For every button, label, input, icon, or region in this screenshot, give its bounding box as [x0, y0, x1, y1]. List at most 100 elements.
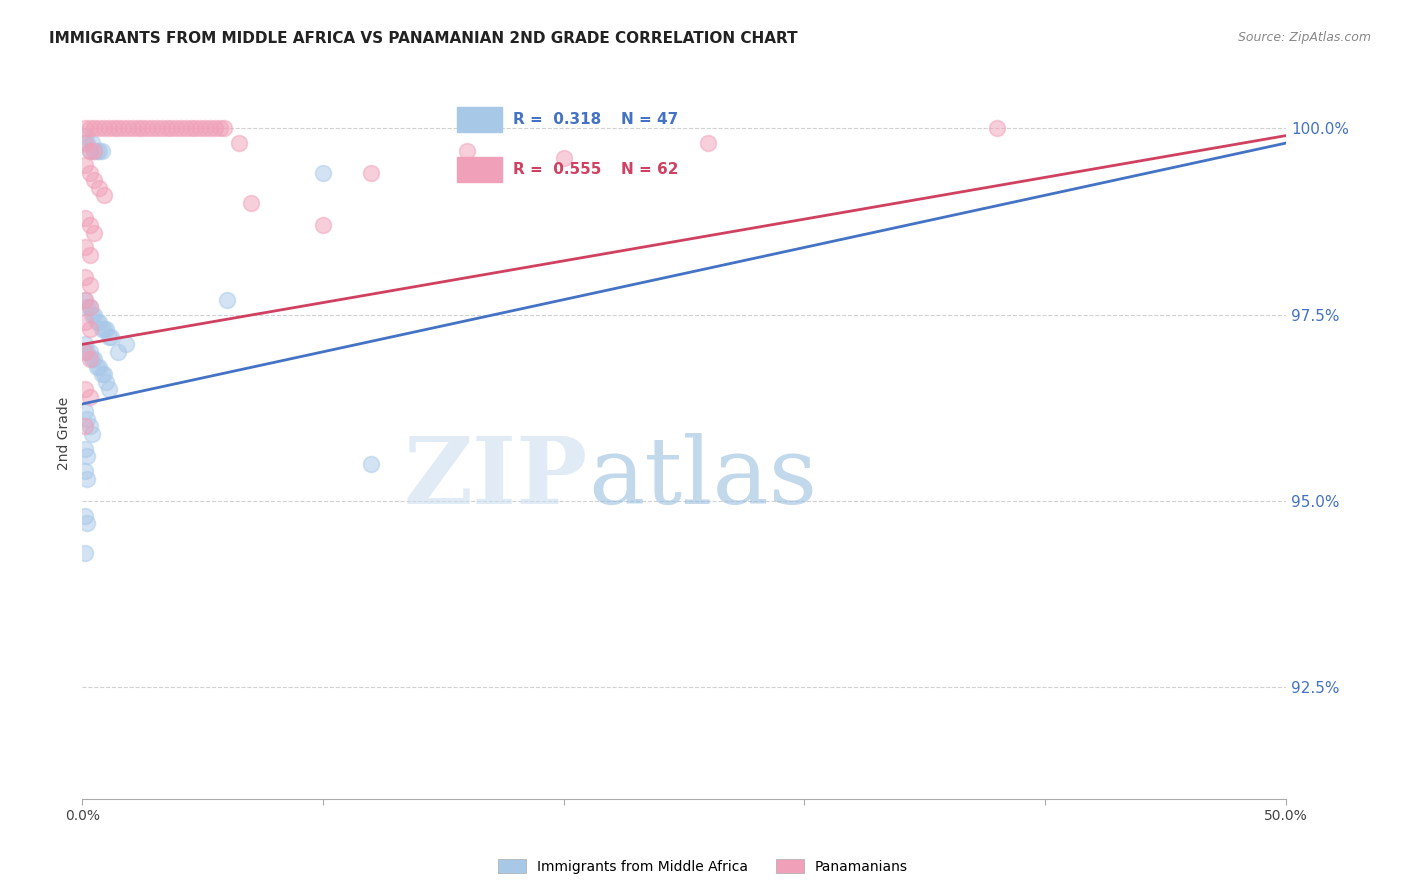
Point — [80, 426, 103, 441]
Point — [73, 128, 96, 143]
Point — [73, 464, 96, 478]
Point — [76, 516, 98, 531]
Point — [89, 144, 111, 158]
Point — [79, 352, 101, 367]
Point — [170, 121, 193, 136]
Point — [114, 337, 136, 351]
Point — [80, 352, 103, 367]
Point — [93, 188, 115, 202]
Point — [79, 277, 101, 292]
Point — [83, 121, 105, 136]
Point — [76, 412, 98, 426]
Point — [90, 367, 112, 381]
Point — [107, 344, 129, 359]
Point — [86, 359, 108, 374]
Point — [79, 144, 101, 158]
Point — [76, 136, 98, 150]
Point — [79, 121, 101, 136]
Point — [97, 382, 120, 396]
Point — [79, 300, 101, 314]
Point — [131, 121, 153, 136]
Legend: Immigrants from Middle Africa, Panamanians: Immigrants from Middle Africa, Panamania… — [491, 852, 915, 880]
Point — [73, 240, 96, 254]
Point — [697, 136, 720, 150]
Point — [83, 173, 105, 187]
Point — [165, 121, 187, 136]
Point — [89, 315, 111, 329]
Point — [79, 419, 101, 434]
Point — [73, 419, 96, 434]
Point — [986, 121, 1008, 136]
Point — [312, 166, 335, 180]
Point — [79, 300, 101, 314]
Point — [76, 344, 98, 359]
Point — [89, 181, 111, 195]
Point — [100, 330, 122, 344]
Point — [146, 121, 169, 136]
Point — [103, 121, 125, 136]
Text: ZIP: ZIP — [404, 433, 588, 523]
Point — [79, 248, 101, 262]
Point — [198, 121, 221, 136]
Text: atlas: atlas — [588, 433, 817, 523]
Point — [79, 322, 101, 336]
Point — [97, 330, 120, 344]
Point — [228, 136, 250, 150]
Point — [73, 270, 96, 285]
Y-axis label: 2nd Grade: 2nd Grade — [58, 397, 72, 470]
Point — [73, 382, 96, 396]
Point — [73, 344, 96, 359]
Point — [360, 166, 382, 180]
Point — [83, 144, 105, 158]
Point — [96, 322, 118, 336]
Point — [86, 144, 108, 158]
Point — [73, 546, 96, 560]
Point — [160, 121, 183, 136]
Point — [117, 121, 139, 136]
Point — [112, 121, 135, 136]
Point — [73, 293, 96, 307]
Point — [73, 121, 96, 136]
Point — [107, 121, 129, 136]
Point — [97, 121, 120, 136]
Point — [150, 121, 173, 136]
Point — [93, 121, 115, 136]
Point — [312, 218, 335, 232]
Text: IMMIGRANTS FROM MIDDLE AFRICA VS PANAMANIAN 2ND GRADE CORRELATION CHART: IMMIGRANTS FROM MIDDLE AFRICA VS PANAMAN… — [49, 31, 797, 46]
Point — [83, 308, 105, 322]
Point — [83, 144, 105, 158]
Point — [73, 442, 96, 456]
Point — [239, 195, 262, 210]
Point — [73, 508, 96, 523]
Point — [86, 315, 108, 329]
Point — [73, 337, 96, 351]
Point — [79, 218, 101, 232]
Point — [73, 136, 96, 150]
Point — [73, 315, 96, 329]
Point — [174, 121, 197, 136]
Point — [121, 121, 143, 136]
Point — [188, 121, 211, 136]
Point — [73, 158, 96, 172]
Point — [127, 121, 149, 136]
Point — [184, 121, 207, 136]
Point — [83, 226, 105, 240]
Point — [79, 166, 101, 180]
Point — [79, 144, 101, 158]
Point — [76, 449, 98, 463]
Point — [208, 121, 231, 136]
Point — [214, 121, 236, 136]
Point — [89, 121, 111, 136]
Point — [456, 144, 478, 158]
Point — [79, 390, 101, 404]
Point — [553, 151, 575, 165]
Point — [360, 457, 382, 471]
Point — [83, 352, 105, 367]
Point — [96, 375, 118, 389]
Point — [215, 293, 238, 307]
Point — [80, 136, 103, 150]
Point — [204, 121, 226, 136]
Point — [90, 322, 112, 336]
Point — [76, 300, 98, 314]
Point — [90, 144, 112, 158]
